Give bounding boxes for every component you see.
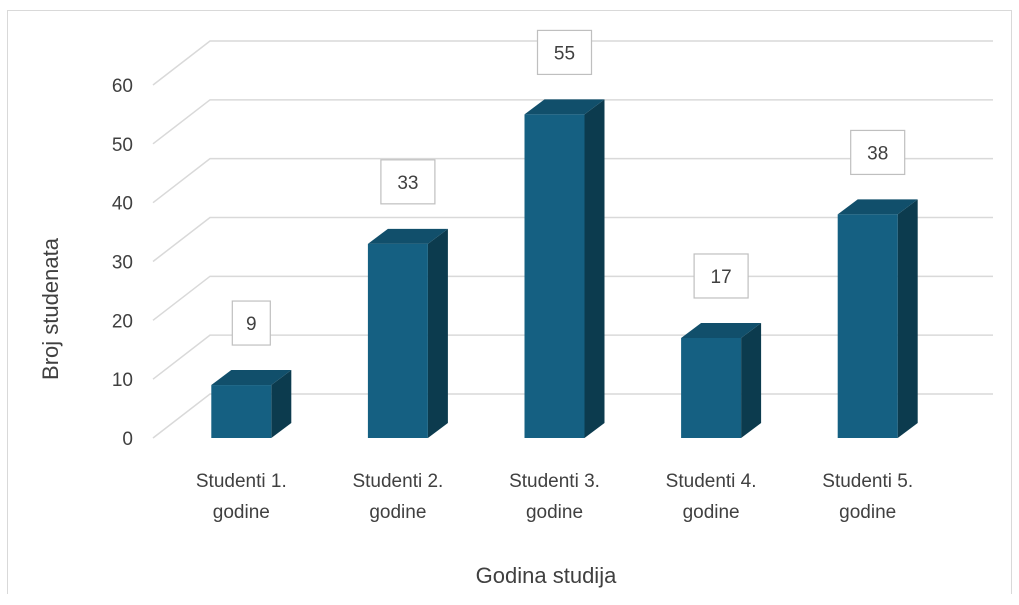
category-label: Studenti 2. godine — [352, 471, 443, 523]
gridlines — [152, 40, 993, 439]
bar-side — [584, 99, 605, 439]
bar-top — [681, 322, 762, 338]
bar-top — [837, 199, 918, 215]
data-label: 17 — [693, 253, 749, 299]
y-tick-labels: 0 10 20 30 40 50 60 — [112, 76, 133, 450]
bar-top — [367, 228, 448, 244]
gridline — [152, 216, 993, 263]
data-label: 9 — [231, 300, 271, 346]
bar-front — [837, 214, 898, 438]
y-tick-label: 60 — [112, 76, 133, 97]
data-label: 55 — [536, 29, 593, 76]
gridline — [152, 40, 993, 86]
svg-text:17: 17 — [711, 267, 732, 288]
bar-chart: 0 10 20 30 40 50 60 9 33 55 17 38 Studenti 1. godin… — [38, 29, 993, 588]
bar — [837, 199, 918, 438]
y-tick-label: 10 — [112, 370, 133, 391]
bar-side — [271, 370, 292, 438]
bar-front — [211, 385, 272, 438]
gridline — [152, 99, 993, 145]
bar — [367, 228, 448, 438]
svg-text:38: 38 — [867, 143, 888, 164]
bar — [681, 322, 762, 438]
category-label: Studenti 4. godine — [666, 471, 757, 523]
svg-text:55: 55 — [554, 43, 575, 64]
svg-text:33: 33 — [397, 173, 418, 194]
bar-side — [741, 322, 762, 438]
y-tick-label: 30 — [112, 253, 133, 274]
category-label: Studenti 1. godine — [196, 471, 287, 523]
bar — [524, 99, 605, 439]
bar-side — [427, 228, 448, 438]
bar-side — [897, 199, 918, 438]
category-labels: Studenti 1. godine Studenti 2. godine Studen… — [196, 471, 913, 523]
data-label: 33 — [380, 159, 436, 205]
data-label: 38 — [850, 129, 906, 176]
bar-front — [681, 337, 742, 438]
bar-front — [524, 114, 585, 439]
bar — [211, 370, 292, 438]
chart-area: 0 10 20 30 40 50 60 9 33 55 17 38 Studenti 1. godin… — [7, 10, 1012, 594]
category-label: Studenti 3. godine — [509, 471, 600, 523]
y-tick-label: 0 — [122, 429, 133, 450]
y-tick-label: 50 — [112, 135, 133, 156]
x-axis-title: Godina studija — [476, 563, 617, 588]
y-axis-title: Broj studenata — [38, 237, 63, 380]
bar-top — [211, 370, 292, 386]
y-tick-label: 20 — [112, 311, 133, 332]
bars — [211, 99, 918, 439]
category-label: Studenti 5. godine — [822, 471, 913, 523]
gridline — [152, 157, 993, 204]
svg-text:9: 9 — [246, 314, 257, 335]
y-tick-label: 40 — [112, 194, 133, 215]
bar-top — [524, 99, 605, 115]
bar-front — [367, 243, 428, 438]
data-labels: 9 33 55 17 38 — [231, 29, 906, 346]
